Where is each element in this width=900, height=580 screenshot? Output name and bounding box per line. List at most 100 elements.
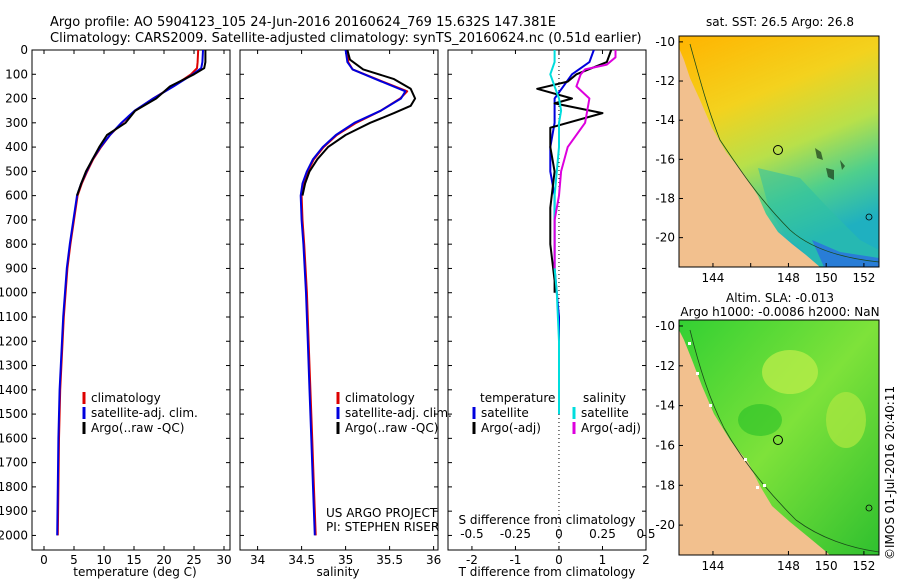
sla-point xyxy=(756,486,759,489)
x-tick-label: 0 xyxy=(40,553,48,567)
sla-ocean-field xyxy=(679,320,879,555)
x-tick-label: 30 xyxy=(216,553,231,567)
map-y-tick-label: -20 xyxy=(655,518,675,532)
sst-reef-contours xyxy=(815,148,845,180)
legend-label-climatology: climatology xyxy=(345,391,415,405)
legend-label-argo: Argo(..raw -QC) xyxy=(91,421,184,435)
x2-tick-label: -0.5 xyxy=(460,527,483,541)
series-line-s-satellite xyxy=(549,50,563,415)
project-pi: PI: STEPHEN RISER xyxy=(326,520,439,534)
sst-deep-patch xyxy=(812,240,879,267)
x-tick-label: 10 xyxy=(96,553,111,567)
series-line-argo-raw-qc- xyxy=(301,50,417,196)
sla-high-patch xyxy=(762,350,818,394)
depth-tick-label: 500 xyxy=(5,164,28,178)
salinity-xlabel: salinity xyxy=(316,565,359,579)
difference-legend: temperature salinity satellite Argo(-adj… xyxy=(472,391,641,435)
map-y-tick-label: -10 xyxy=(655,35,675,49)
x-tick-label: 15 xyxy=(126,553,141,567)
x-tick-label: -2 xyxy=(466,553,478,567)
x-tick-label: 34 xyxy=(250,553,265,567)
sst-map-frame xyxy=(678,35,880,268)
depth-tick-label: 800 xyxy=(5,237,28,251)
depth-tick-label: 700 xyxy=(5,213,28,227)
map-x-tick-label: 150 xyxy=(815,559,838,573)
map-y-tick-label: -18 xyxy=(655,191,675,205)
depth-tick-label: 1600 xyxy=(0,431,28,445)
sst-map xyxy=(679,36,879,267)
legend-label-s-argo: Argo(-adj) xyxy=(581,421,641,435)
salinity-legend: climatology satellite-adj. clim. Argo(..… xyxy=(336,391,452,435)
sla-map-title-line2: Argo h1000: -0.0086 h2000: NaN xyxy=(680,305,879,319)
temperature-axes: 0100200300400500600700800900100011001200… xyxy=(0,43,232,567)
series-line-t-argo-adj- xyxy=(536,50,613,293)
series-line-s-argo-adj- xyxy=(553,50,617,269)
sst-argo-marker xyxy=(773,145,783,155)
x-tick-label: 34.5 xyxy=(288,553,315,567)
x-tick-label: 35.5 xyxy=(376,553,403,567)
map-y-tick-label: -16 xyxy=(655,152,675,166)
depth-tick-label: 1200 xyxy=(0,334,28,348)
copyright-text: ©IMOS 01-Jul-2016 20:40:11 xyxy=(883,386,897,560)
difference-xlabel: T difference from climatology xyxy=(458,565,636,579)
sla-point xyxy=(696,372,699,375)
depth-tick-label: 1300 xyxy=(0,359,28,373)
depth-tick-label: 200 xyxy=(5,92,28,106)
x-tick-label: 0 xyxy=(555,553,563,567)
salinity-axes: 34 34.5 35 35.5 36 xyxy=(240,49,441,567)
temperature-legend: climatology satellite-adj. clim. Argo(..… xyxy=(82,391,198,435)
depth-tick-label: 0 xyxy=(20,43,28,57)
x2-tick-label: 0.5 xyxy=(636,527,655,541)
map-x-tick-label: 148 xyxy=(777,559,800,573)
sst-island-marker xyxy=(865,213,873,221)
depth-tick-label: 1000 xyxy=(0,286,28,300)
x-tick-label: -1 xyxy=(509,553,521,567)
sla-map-axes: 144 148 150 152 -10 -12 -14 -16 -18 -20 xyxy=(655,319,875,573)
difference-panel xyxy=(447,49,647,551)
depth-tick-label: 1800 xyxy=(0,480,28,494)
temperature-xlabel: temperature (deg C) xyxy=(73,565,196,579)
legend-title-temperature: temperature xyxy=(480,391,555,405)
depth-tick-label: 1700 xyxy=(0,456,28,470)
legend-label-climatology: climatology xyxy=(91,391,161,405)
sla-low-patch xyxy=(738,404,782,436)
legend-label-satellite: satellite-adj. clim. xyxy=(345,406,452,420)
x-tick-label: 2 xyxy=(642,553,650,567)
sst-map-title: sat. SST: 26.5 Argo: 26.8 xyxy=(706,15,854,29)
x-tick-label: 5 xyxy=(70,553,78,567)
sla-isobath xyxy=(689,329,879,553)
map-y-tick-label: -12 xyxy=(655,359,675,373)
sla-point xyxy=(688,342,691,345)
sla-point xyxy=(763,484,766,487)
x-tick-label: 20 xyxy=(156,553,171,567)
map-x-tick-label: 150 xyxy=(815,271,838,285)
legend-label-t-argo: Argo(-adj) xyxy=(481,421,541,435)
figure-title-line2: Climatology: CARS2009. Satellite-adjuste… xyxy=(50,31,642,46)
sla-island-marker xyxy=(865,504,873,512)
depth-tick-label: 900 xyxy=(5,261,28,275)
x-tick-label: 35 xyxy=(338,553,353,567)
legend-label-s-satellite: satellite xyxy=(581,406,629,420)
difference-series xyxy=(536,50,617,415)
map-y-tick-label: -14 xyxy=(655,399,675,413)
temperature-panel xyxy=(31,49,231,551)
map-y-tick-label: -20 xyxy=(655,231,675,245)
map-x-tick-label: 148 xyxy=(777,271,800,285)
x2-tick-label: 0.25 xyxy=(589,527,616,541)
sla-map-title-line1: Altim. SLA: -0.013 xyxy=(726,291,834,305)
series-line-satellite-adj-clim- xyxy=(299,50,407,536)
salinity-series xyxy=(299,50,417,536)
legend-label-satellite: satellite-adj. clim. xyxy=(91,406,198,420)
series-line-argo-raw-qc- xyxy=(76,50,207,196)
map-y-tick-label: -16 xyxy=(655,438,675,452)
sst-isobath xyxy=(689,43,879,263)
map-y-tick-label: -10 xyxy=(655,319,675,333)
difference-x2label: S difference from climatology xyxy=(459,513,636,527)
depth-tick-label: 100 xyxy=(5,67,28,81)
sla-altimeter-points xyxy=(688,342,766,489)
depth-tick-label: 1400 xyxy=(0,383,28,397)
depth-tick-label: 1100 xyxy=(0,310,28,324)
figure-title-line1: Argo profile: AO 5904123_105 24-Jun-2016… xyxy=(50,15,556,30)
